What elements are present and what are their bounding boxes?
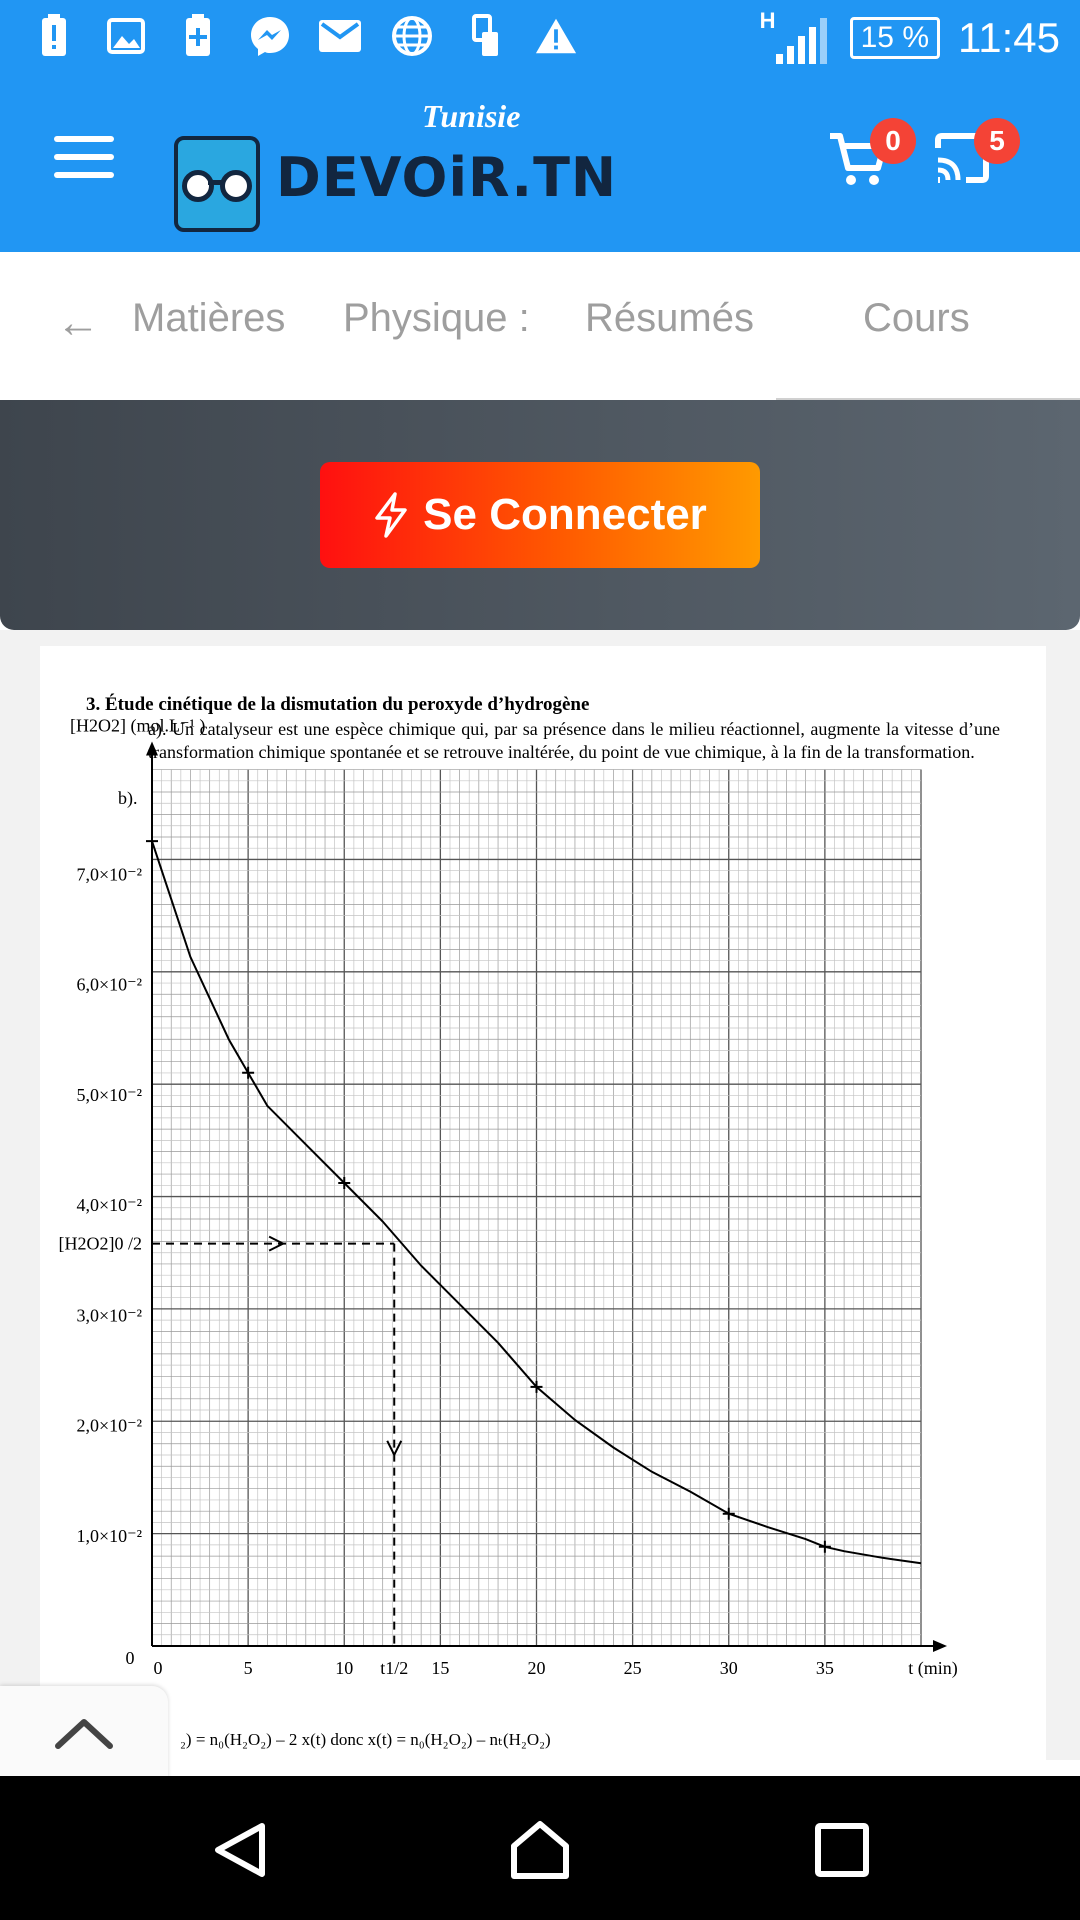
data-point bbox=[146, 835, 158, 848]
y-tick-label: 2,0×10⁻² bbox=[76, 1416, 142, 1436]
status-right: H 15 % 11:45 bbox=[760, 0, 1060, 76]
y-tick-label: 7,0×10⁻² bbox=[76, 864, 142, 884]
data-point bbox=[242, 1066, 255, 1079]
data-point bbox=[530, 1380, 543, 1393]
answer-b: b). bbox=[118, 788, 138, 808]
y-tick-label: [H2O2]0 /2 bbox=[59, 1234, 143, 1254]
home-nav-icon[interactable] bbox=[508, 1818, 572, 1882]
signal-icon: H bbox=[760, 8, 832, 68]
network-type: H bbox=[759, 8, 776, 33]
chevron-up-icon bbox=[55, 1719, 113, 1749]
back-arrow-icon[interactable]: ← bbox=[56, 298, 100, 347]
globe-icon bbox=[390, 14, 434, 58]
x-tick-label: t1/2 bbox=[380, 1658, 408, 1678]
device-icon bbox=[464, 14, 508, 58]
exercise-title: 3. Étude cinétique de la dismutation du … bbox=[86, 694, 590, 715]
y-tick-label: 6,0×10⁻² bbox=[76, 975, 142, 995]
logo-tagline: Tunisie bbox=[422, 98, 521, 134]
y-tick-label: 3,0×10⁻² bbox=[76, 1305, 142, 1325]
logo[interactable]: Tunisie DEVOiR.TN bbox=[170, 94, 616, 232]
chart-series bbox=[146, 835, 922, 1646]
back-nav-icon[interactable] bbox=[210, 1820, 270, 1880]
x-tick-label: 0 bbox=[154, 1658, 163, 1678]
lightning-icon bbox=[375, 492, 407, 538]
warning-icon bbox=[534, 14, 578, 58]
clock: 11:45 bbox=[958, 14, 1060, 61]
login-panel: Se Connecter bbox=[0, 400, 1080, 630]
battery-plus-icon bbox=[176, 14, 220, 58]
x-tick-label: 15 bbox=[431, 1658, 449, 1678]
chart-labels: 0 5 10 t1/2 15 20 25 30 35 0 t (min) 1,0×10⁻² 2,0×10… bbox=[59, 716, 958, 1679]
x-tick-label: 20 bbox=[528, 1658, 546, 1678]
half-life-arrow-right bbox=[268, 1235, 284, 1252]
y-tick-label: 4,0×10⁻² bbox=[76, 1195, 142, 1215]
cast-count-badge: 5 bbox=[974, 118, 1020, 164]
y-tick-label: 1,0×10⁻² bbox=[76, 1526, 142, 1546]
origin-label: 0 bbox=[126, 1648, 135, 1668]
x-axis-label: t (min) bbox=[908, 1658, 958, 1679]
tab-physique[interactable]: Physique : bbox=[343, 296, 530, 340]
menu-icon[interactable] bbox=[54, 136, 114, 184]
cast-button[interactable]: 5 bbox=[930, 118, 1020, 204]
y-axis-label: [H2O2] (mol.L⁻¹ ) bbox=[70, 716, 205, 737]
image-icon bbox=[104, 14, 148, 58]
x-axis-arrow bbox=[933, 1640, 947, 1652]
y-axis-arrow bbox=[146, 741, 158, 756]
concentration-chart: 0 5 10 t1/2 15 20 25 30 35 0 t (min) 1,0×10⁻² 2,0×10… bbox=[59, 716, 958, 1679]
cart-count-badge: 0 bbox=[870, 118, 916, 164]
messenger-icon bbox=[248, 14, 292, 58]
mail-icon bbox=[318, 14, 362, 58]
data-point bbox=[338, 1176, 351, 1189]
chart-grid bbox=[151, 769, 922, 1647]
x-tick-label: 5 bbox=[244, 1658, 253, 1678]
tab-indicator bbox=[776, 398, 1080, 400]
half-life-arrow-down bbox=[386, 1440, 403, 1456]
logo-mascot-icon bbox=[174, 136, 260, 232]
tab-matieres[interactable]: Matières bbox=[132, 296, 286, 340]
answer-a: a). Un catalyseur est une espèce chimiqu… bbox=[148, 719, 1000, 762]
x-tick-label: 25 bbox=[624, 1658, 642, 1678]
formula-line: ₂) = n₀(H₂O₂) – 2 x(t) donc x(t) = n₀(H₂… bbox=[180, 1730, 551, 1749]
cart-button[interactable]: 0 bbox=[826, 118, 916, 204]
recents-nav-icon[interactable] bbox=[814, 1822, 870, 1878]
status-bar: H 15 % 11:45 bbox=[0, 0, 1080, 76]
logo-text: DEVOiR.TN bbox=[276, 146, 618, 209]
login-button[interactable]: Se Connecter bbox=[320, 462, 760, 568]
tab-resumes[interactable]: Résumés bbox=[585, 296, 754, 340]
data-point bbox=[722, 1507, 735, 1520]
tab-cours[interactable]: Cours bbox=[863, 296, 970, 340]
data-point bbox=[818, 1540, 831, 1553]
app-bar: Tunisie DEVOiR.TN 0 5 bbox=[0, 76, 1080, 252]
y-tick-label: 5,0×10⁻² bbox=[76, 1085, 142, 1105]
x-tick-label: 10 bbox=[335, 1658, 353, 1678]
login-label: Se Connecter bbox=[423, 490, 707, 539]
chart-axes bbox=[146, 741, 947, 1652]
battery-alert-icon bbox=[32, 14, 76, 58]
category-tabs: ← Matières Physique : Résumés Cours bbox=[0, 252, 1080, 400]
x-tick-label: 35 bbox=[816, 1658, 834, 1678]
scroll-to-top-button[interactable] bbox=[0, 1686, 168, 1782]
battery-indicator: 15 % bbox=[849, 17, 940, 59]
x-tick-label: 30 bbox=[720, 1658, 738, 1678]
document-page: 3. Étude cinétique de la dismutation du … bbox=[40, 646, 1046, 1760]
navigation-bar bbox=[0, 1776, 1080, 1920]
